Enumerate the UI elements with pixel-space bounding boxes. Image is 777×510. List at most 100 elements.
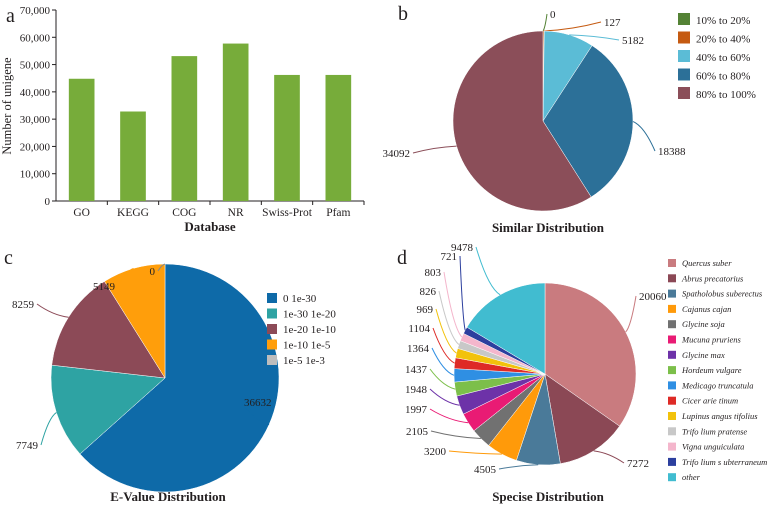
y-tick-label: 0 xyxy=(45,196,51,208)
slice-value-label: 20060 xyxy=(639,291,667,303)
legend-label-hordeum-vulgare: Hordeum vulgare xyxy=(681,365,742,375)
slice-value-label: 7749 xyxy=(16,440,39,452)
slice-value-label: 3200 xyxy=(424,446,447,458)
leader-line-cajanus-cajan xyxy=(448,450,502,455)
y-tick-label: 70,000 xyxy=(20,5,51,17)
slice-value-label: 34092 xyxy=(383,148,411,160)
slice-value-label: 5182 xyxy=(622,35,644,47)
slice-value-label: 7272 xyxy=(627,458,649,470)
legend-swatch-80-to-100 xyxy=(678,87,690,99)
legend-label-lupinus-angus-tifolius: Lupinus angus tifolius xyxy=(681,411,758,421)
x-axis-title: Database xyxy=(184,219,236,234)
pie-chart-panel-c: 36632 7749 8259 5149 0 xyxy=(12,263,280,493)
slice-value-label: 4505 xyxy=(474,464,497,476)
leader-line-60-to-80 xyxy=(632,121,656,152)
leader-line-medicago-truncatula xyxy=(431,347,455,376)
leader-line-1e-5-1e-3 xyxy=(157,263,166,272)
slice-value-label: 969 xyxy=(417,304,434,316)
leader-line-40-to-60 xyxy=(569,34,620,41)
legend-label-80-to-100: 80% to 100% xyxy=(696,89,756,101)
slice-80-to-100 xyxy=(452,30,592,212)
x-tick-label-nr: NR xyxy=(228,207,244,219)
slice-value-label: 826 xyxy=(420,286,437,298)
panel-letter-d: d xyxy=(397,247,407,269)
legend-label-glycine-max: Glycine max xyxy=(682,350,725,360)
legend-swatch-trifo-lium-pratense xyxy=(668,427,676,436)
leader-line-glycine-soja xyxy=(430,430,481,440)
slice-value-label: 1948 xyxy=(405,384,428,396)
y-tick-label: 40,000 xyxy=(20,87,51,99)
legend-label-abrus-precatorius: Abrus precatorius xyxy=(681,273,744,283)
slice-value-label: 36632 xyxy=(244,397,272,409)
legend-label-cajanus-cajan: Cajanus cajan xyxy=(682,304,731,314)
x-tick-label-go: GO xyxy=(73,207,90,219)
bar-pfam xyxy=(325,74,352,201)
legend-label-other: other xyxy=(682,472,701,482)
leader-line-trifo-lium-pratense xyxy=(438,290,460,345)
leader-line-80-to-100 xyxy=(412,145,457,154)
leader-line-hordeum-vulgare xyxy=(429,368,456,390)
legend-swatch-0-1e-30 xyxy=(267,293,277,303)
legend-swatch-60-to-80 xyxy=(678,68,690,81)
legend-swatch-vigna-unguiculata xyxy=(668,442,676,451)
legend-label-20-to-40: 20% to 40% xyxy=(696,34,750,46)
legend-swatch-1e-30-1e-20 xyxy=(267,308,277,319)
x-tick-label-swiss-prot: Swiss-Prot xyxy=(262,207,313,219)
leader-line-1e-30-1e-20 xyxy=(40,412,57,446)
slice-quercus-suber xyxy=(544,282,637,427)
panel-letter-b: b xyxy=(398,3,408,25)
y-axis-title: Number of unigene xyxy=(0,57,14,155)
legend-label-40-to-60: 40% to 60% xyxy=(696,52,750,64)
legend-swatch-glycine-soja xyxy=(668,320,676,329)
leader-line-1e-20-1e-10 xyxy=(36,303,69,318)
legend-label-vigna-unguiculata: Vigna unguiculata xyxy=(682,442,744,452)
legend-swatch-abrus-precatorius xyxy=(668,274,676,283)
leader-line-trifo-lium-s-ubterraneum xyxy=(459,255,466,331)
leader-line-quercus-suber xyxy=(625,295,637,333)
leader-line-abrus-precatorius xyxy=(593,450,625,464)
bar-kegg xyxy=(120,111,146,201)
bar-nr xyxy=(222,43,249,201)
legend-swatch-1e-20-1e-10 xyxy=(267,324,277,334)
y-tick-label: 60,000 xyxy=(20,32,51,44)
legend-panel-d: Quercus suber Abrus precatorius Spatholobu… xyxy=(668,258,767,482)
legend-label-1e-30-1e-20: 1e-30 1e-20 xyxy=(283,309,336,321)
legend-label-spatholobus-suberectus: Spatholobus suberectus xyxy=(682,289,763,299)
leader-line-1e-10-1e-5 xyxy=(117,267,134,287)
panel-letter-c: c xyxy=(4,247,13,269)
bar-go xyxy=(68,78,95,201)
legend-swatch-mucuna-pruriens xyxy=(668,335,676,344)
pie-chart-panel-d: 20060 7272 4505 3200 2105 1997 1948 1437 1364 110… xyxy=(405,242,667,476)
legend-label-10-to-20: 10% to 20% xyxy=(696,15,750,27)
legend-swatch-quercus-suber xyxy=(668,259,676,267)
slice-value-label: 0 xyxy=(550,9,556,21)
y-tick-label: 50,000 xyxy=(20,60,51,72)
legend-swatch-10-to-20 xyxy=(678,13,690,25)
slice-value-label: 127 xyxy=(604,17,621,29)
legend-label-0-1e-30: 0 1e-30 xyxy=(283,293,317,305)
bar-swiss-prot xyxy=(274,74,300,201)
leader-line-20-to-40 xyxy=(543,21,602,32)
y-tick-label: 10,000 xyxy=(20,169,51,181)
legend-label-mucuna-pruriens: Mucuna pruriens xyxy=(681,335,741,345)
legend-swatch-40-to-60 xyxy=(678,50,690,62)
slice-value-label: 2105 xyxy=(406,426,429,438)
legend-label-trifo-lium-s-ubterraneum: Trifo lium s ubterraneum xyxy=(682,457,767,467)
leader-line-cicer-arie-tinum xyxy=(432,327,455,364)
legend-swatch-cajanus-cajan xyxy=(668,304,676,313)
leader-line-spatholobus-suberectus xyxy=(498,464,539,470)
slice-value-label: 1104 xyxy=(408,323,430,335)
bar-chart-panel-a: 0 10,000 20,000 30,000 40,000 50,000 60,000 70,… xyxy=(0,5,365,234)
legend-panel-c: 0 1e-30 1e-30 1e-20 1e-20 1e-10 1e-10 1e-5 1… xyxy=(267,293,336,367)
legend-label-1e-20-1e-10: 1e-20 1e-10 xyxy=(283,324,336,336)
legend-panel-b: 10% to 20% 20% to 40% 40% to 60% 60% to 80%… xyxy=(678,13,756,101)
slice-value-label: 9478 xyxy=(451,242,474,254)
leader-line-mucuna-pruriens xyxy=(429,408,469,424)
legend-swatch-lupinus-angus-tifolius xyxy=(668,412,676,420)
legend-label-trifo-lium-pratense: Trifo lium pratense xyxy=(682,426,747,436)
leader-line-vigna-unguiculata xyxy=(443,271,463,338)
caption-panel-d: Specise Distribution xyxy=(492,489,604,504)
slice-1e-30-1e-20 xyxy=(50,364,166,455)
